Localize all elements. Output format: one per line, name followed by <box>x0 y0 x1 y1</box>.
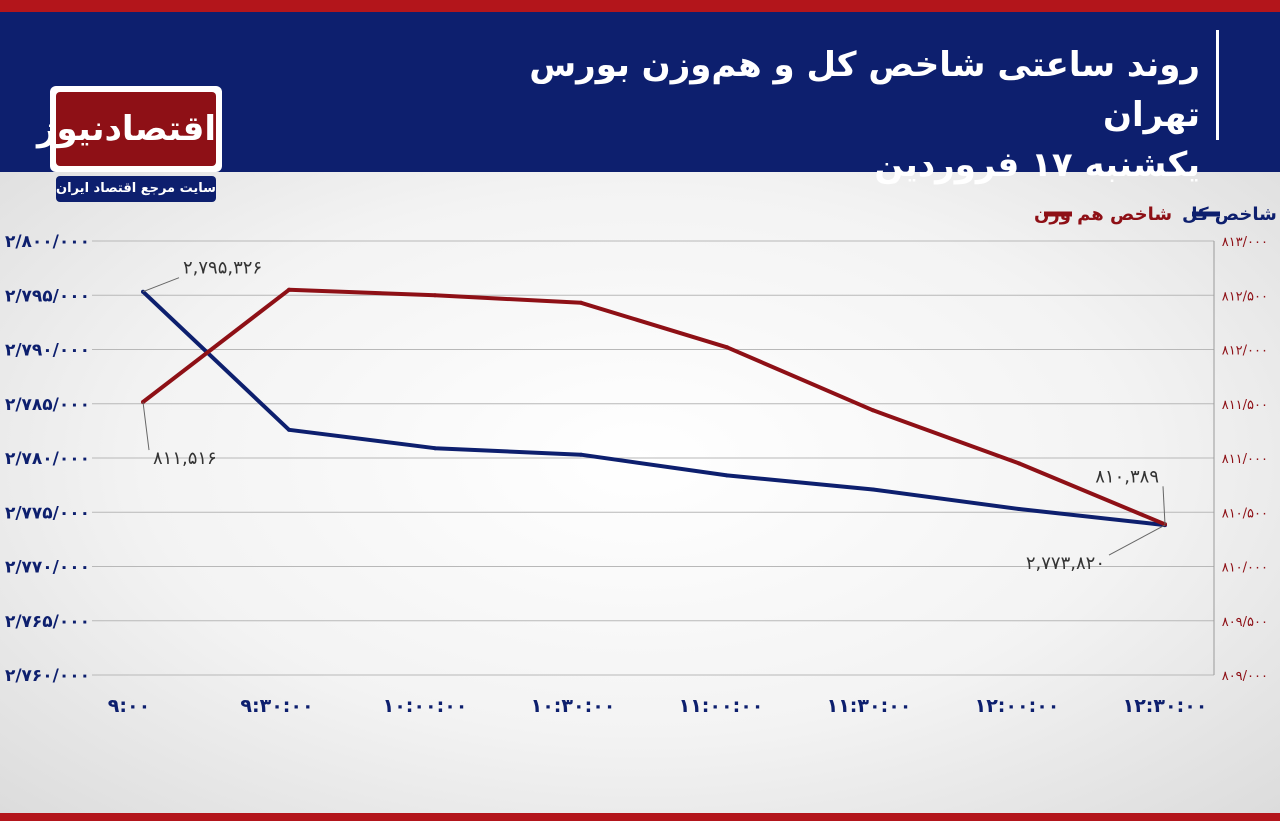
annotation-leader <box>142 277 180 293</box>
top-accent-stripe <box>0 0 1280 12</box>
x-axis: ۹:۰۰ ۹:۳۰:۰۰ ۱۰:۰۰:۰۰ ۱۰:۳۰:۰۰ ۱۱:۰۰:۰۰ ۱۱:۳۰… <box>108 695 1208 717</box>
logo-wordmark: اقتصادنیوز <box>37 92 216 166</box>
chart-title: روند ساعتی شاخص کل و هم‌وزن بورس تهران ی… <box>500 40 1200 190</box>
legend: شاخص کل شاخص هم وزن <box>1034 204 1277 225</box>
y-right-tick-label: ۸۱۰/۰۰۰ <box>1222 561 1268 576</box>
series-point <box>1017 461 1021 466</box>
series-point <box>725 345 729 350</box>
x-tick-label: ۹:۳۰:۰۰ <box>240 695 313 717</box>
y-left-tick-label: ۲/۷۸۰/۰۰۰ <box>5 449 90 469</box>
bottom-accent-stripe <box>0 813 1280 821</box>
series-point <box>579 452 583 457</box>
y-left-tick-label: ۲/۸۰۰/۰۰۰ <box>5 232 90 252</box>
y-right-tick-label: ۸۱۲/۵۰۰ <box>1222 289 1268 304</box>
y-right-tick-label: ۸۱۳/۰۰۰ <box>1222 235 1268 250</box>
series-line-equal-weight-index <box>141 287 1166 527</box>
right-y-axis: ۸۱۳/۰۰۰ ۸۱۲/۵۰۰ ۸۱۲/۰۰۰ ۸۱۱/۵۰۰ ۸۱۱/۰۰۰ ۸۱۰/۵… <box>1222 235 1268 684</box>
series-point <box>725 473 729 478</box>
annotation-label: ۸۱۱,۵۱۶ <box>153 448 217 469</box>
y-right-tick-label: ۸۱۰/۵۰۰ <box>1222 506 1268 521</box>
y-left-tick-label: ۲/۷۹۰/۰۰۰ <box>5 341 90 361</box>
series-point <box>871 408 875 413</box>
title-line-1: روند ساعتی شاخص کل و هم‌وزن بورس تهران <box>529 45 1200 135</box>
grid-lines <box>92 240 1215 676</box>
logo: اقتصادنیوز <box>37 86 222 172</box>
series-point <box>141 400 145 404</box>
x-tick-label: ۱۲:۳۰:۰۰ <box>1123 695 1208 717</box>
y-left-tick-label: ۲/۷۷۵/۰۰۰ <box>5 503 90 523</box>
annotation-leader <box>1108 524 1166 556</box>
annotation-label: ۲,۷۷۳,۸۲۰ <box>1026 553 1105 574</box>
logo-tagline: سایت مرجع اقتصاد ایران <box>56 176 216 202</box>
series-point <box>1017 507 1021 511</box>
title-divider <box>1216 30 1219 140</box>
series-lines <box>141 287 1167 528</box>
x-tick-label: ۹:۰۰ <box>108 695 150 717</box>
annotation-label: ۸۱۰,۳۸۹ <box>1095 466 1159 487</box>
y-right-tick-label: ۸۱۲/۰۰۰ <box>1222 344 1268 359</box>
annotation-leader <box>1162 486 1166 525</box>
series-point <box>579 300 583 305</box>
series-point <box>433 446 437 451</box>
series-point <box>871 487 875 492</box>
y-right-tick-label: ۸۱۱/۰۰۰ <box>1222 452 1268 467</box>
chart-background <box>0 172 1280 813</box>
series-point <box>287 287 291 292</box>
annotations: ۲,۷۹۵,۳۲۶ ۸۱۱,۵۱۶ ۸۱۰,۳۸۹ ۲,۷۷۳,۸۲۰ <box>142 258 1166 574</box>
series-point <box>433 293 437 298</box>
left-y-axis: ۲/۸۰۰/۰۰۰ ۲/۷۹۵/۰۰۰ ۲/۷۹۰/۰۰۰ ۲/۷۸۵/۰۰۰ ۲/۷۸… <box>5 232 90 686</box>
legend-label: شاخص کل <box>1182 204 1277 225</box>
annotation-label: ۲,۷۹۵,۳۲۶ <box>183 258 262 279</box>
x-tick-label: ۱۲:۰۰:۰۰ <box>975 695 1060 717</box>
x-tick-label: ۱۰:۰۰:۰۰ <box>383 695 468 717</box>
legend-label: شاخص هم وزن <box>1034 204 1172 225</box>
annotation-leader <box>142 401 150 451</box>
y-left-tick-label: ۲/۷۸۵/۰۰۰ <box>5 395 90 415</box>
y-right-tick-label: ۸۰۹/۵۰۰ <box>1222 615 1268 630</box>
x-tick-label: ۱۰:۳۰:۰۰ <box>531 695 616 717</box>
y-right-tick-label: ۸۱۱/۵۰۰ <box>1222 398 1268 413</box>
y-left-tick-label: ۲/۷۹۵/۰۰۰ <box>5 286 90 306</box>
x-tick-label: ۱۱:۰۰:۰۰ <box>679 695 764 717</box>
y-left-tick-label: ۲/۷۶۵/۰۰۰ <box>5 612 90 632</box>
x-tick-label: ۱۱:۳۰:۰۰ <box>827 695 912 717</box>
series-point <box>287 427 291 432</box>
series-line-total-index <box>141 290 1166 528</box>
y-left-tick-label: ۲/۷۶۰/۰۰۰ <box>5 666 90 686</box>
title-line-2: یکشنبه ۱۷ فروردین <box>874 145 1200 185</box>
y-right-tick-label: ۸۰۹/۰۰۰ <box>1222 669 1268 684</box>
y-left-tick-label: ۲/۷۷۰/۰۰۰ <box>5 558 90 578</box>
